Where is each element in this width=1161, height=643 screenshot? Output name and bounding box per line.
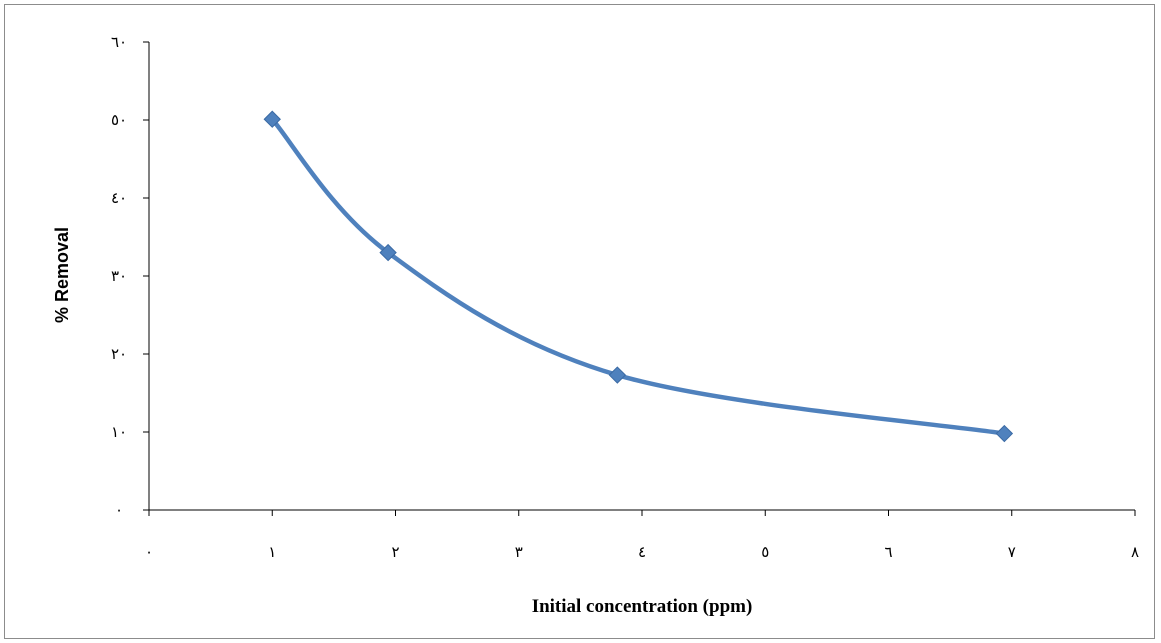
- x-tick-label: ١: [268, 543, 276, 561]
- y-tick-label: ٠: [115, 501, 123, 519]
- y-tick-label: ٣٠: [111, 267, 127, 285]
- x-axis: ٠ ١ ٢ ٣ ٤ ٥ ٦ ٧ ٨: [145, 509, 1139, 561]
- y-axis-title: % Removal: [52, 227, 72, 323]
- data-point-marker: [608, 366, 627, 384]
- data-point-marker: [263, 110, 281, 128]
- x-tick-label: ٨: [1131, 543, 1139, 561]
- chart-area: [4, 4, 1155, 639]
- x-tick-label: ٦: [884, 543, 892, 561]
- y-tick-label: ٤٠: [111, 189, 127, 207]
- y-tick-label: ١٠: [111, 423, 127, 441]
- data-point-marker: [379, 243, 397, 262]
- y-axis: ٠ ١٠ ٢٠ ٣٠ ٤٠ ٥٠ ٦٠: [111, 33, 150, 519]
- x-axis-title: Initial concentration (ppm): [532, 596, 753, 617]
- x-tick-label: ٣: [515, 543, 523, 561]
- x-tick-label: ٥: [761, 543, 769, 561]
- x-tick-label: ٤: [638, 543, 646, 561]
- series-line: [270, 116, 1007, 436]
- series-layer: [263, 110, 1014, 443]
- y-tick-label: ٦٠: [111, 33, 127, 51]
- x-tick-label: ٢: [391, 543, 399, 561]
- x-tick-label: ٠: [145, 543, 153, 561]
- y-tick-label: ٢٠: [111, 345, 127, 363]
- x-tick-label: ٧: [1008, 543, 1016, 561]
- y-tick-label: ٥٠: [111, 111, 127, 129]
- data-point-marker: [995, 424, 1014, 443]
